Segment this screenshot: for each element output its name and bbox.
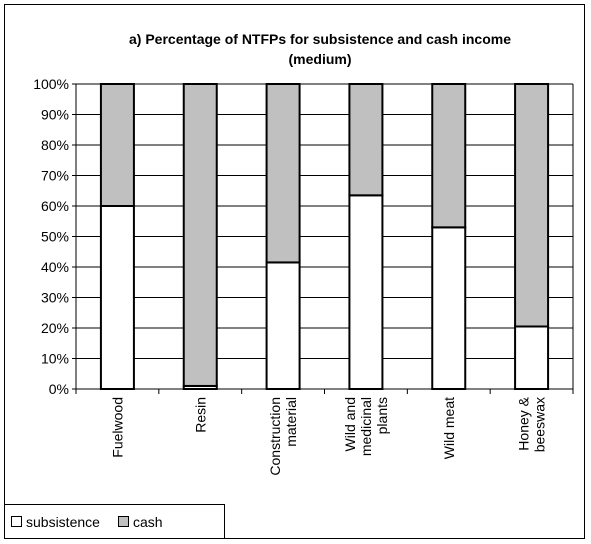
x-category-label-line: beeswax xyxy=(532,397,548,452)
grid-lines xyxy=(76,83,573,390)
y-tick-label: 40% xyxy=(41,259,69,275)
legend-swatch-cash xyxy=(117,516,129,527)
y-tick-label: 80% xyxy=(41,137,69,153)
legend-item-subsistence: subsistence xyxy=(11,514,100,530)
y-tick-label: 10% xyxy=(41,351,69,367)
y-tick-label: 50% xyxy=(41,229,69,245)
legend-label-cash: cash xyxy=(132,513,163,530)
bar-cash xyxy=(265,83,301,264)
x-category-label-line: plants xyxy=(374,397,390,434)
y-axis-ticks: 0% 10% 20% 30% 40% 50% 60% 70% 80% 90% 100% xyxy=(33,76,76,397)
x-category-label: Wild meat xyxy=(441,397,457,459)
x-category-label-line: Fuelwood xyxy=(109,397,125,458)
bar-cash xyxy=(182,83,218,387)
y-tick-label: 100% xyxy=(33,76,69,92)
legend: subsistence cash xyxy=(4,504,225,539)
x-category-label: Fuelwood xyxy=(109,397,125,458)
x-category-label-line: Honey & xyxy=(516,396,532,450)
bar-subsistence xyxy=(99,205,135,390)
y-tick-label: 20% xyxy=(41,320,69,336)
x-category-label: Honey & beeswax xyxy=(516,396,548,452)
x-category-label: Resin xyxy=(192,397,208,433)
x-category-label-line: Wild meat xyxy=(441,397,457,459)
bar-cash xyxy=(431,83,467,229)
bar-subsistence xyxy=(348,194,384,390)
x-category-label-line: Construction xyxy=(267,397,283,476)
legend-label-subsistence: subsistence xyxy=(26,513,100,530)
chart-title: a) Percentage of NTFPs for subsistence a… xyxy=(129,31,511,47)
x-axis-categories: Fuelwood Resin Construction material Wild an… xyxy=(75,389,574,476)
bar-subsistence xyxy=(514,325,550,391)
bar-subsistence xyxy=(431,226,467,390)
x-category-label-line: Resin xyxy=(192,397,208,433)
x-category-label-line: material xyxy=(283,397,299,447)
bar-cash xyxy=(99,83,135,207)
x-category-label: Wild and medicinal plants xyxy=(342,397,390,456)
bars xyxy=(99,83,550,391)
x-category-label-line: Wild and xyxy=(342,397,358,451)
y-tick-label: 0% xyxy=(49,381,69,397)
bar-cash xyxy=(514,83,550,328)
legend-swatch-subsistence xyxy=(11,516,22,527)
bar-cash xyxy=(348,83,384,197)
x-category-label-line: medicinal xyxy=(358,397,374,456)
chart-subtitle: (medium) xyxy=(289,51,352,67)
bar-subsistence xyxy=(265,261,301,390)
y-tick-label: 60% xyxy=(41,198,69,214)
y-tick-label: 30% xyxy=(41,290,69,306)
x-category-label: Construction material xyxy=(267,397,299,476)
y-tick-label: 90% xyxy=(41,107,69,123)
y-tick-label: 70% xyxy=(41,168,69,184)
legend-item-cash: cash xyxy=(117,513,163,530)
